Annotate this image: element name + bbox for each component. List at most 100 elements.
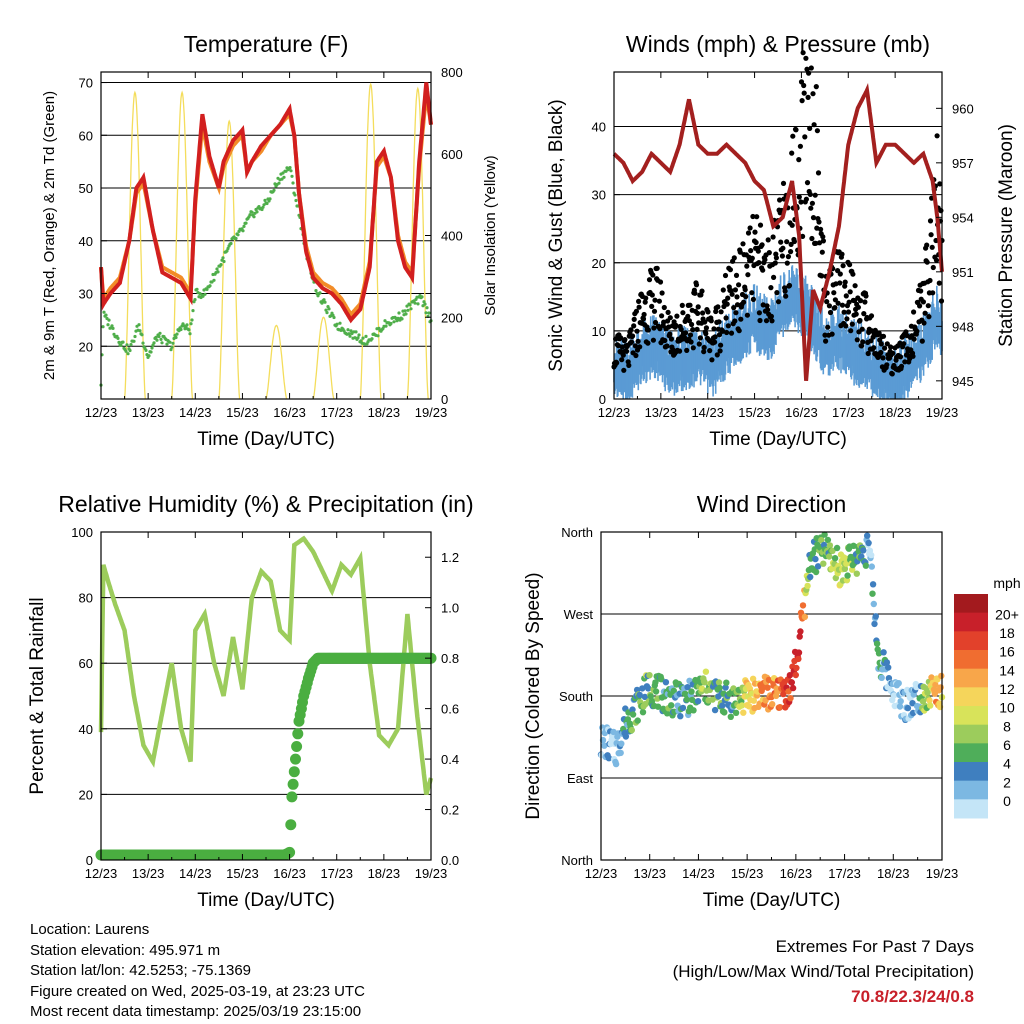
direction-point <box>820 560 827 567</box>
gust-point <box>679 302 685 308</box>
direction-point <box>658 676 665 683</box>
x-tick-label: 19/23 <box>415 866 448 881</box>
td-point <box>389 321 393 326</box>
y-tick-label: 100 <box>71 525 93 540</box>
most-recent-data: Most recent data timestamp: 2025/03/19 2… <box>30 1003 362 1020</box>
gust-point <box>839 302 846 308</box>
direction-point <box>824 536 832 544</box>
x-tick-label: 12/23 <box>85 405 118 420</box>
td-point <box>159 337 163 341</box>
td-point <box>185 323 189 327</box>
x-tick-label: 18/23 <box>879 405 912 420</box>
gust-point <box>614 360 620 366</box>
gust-point <box>744 312 751 318</box>
extremes-subtitle: (High/Low/Max Wind/Total Precipitation) <box>672 962 974 981</box>
td-point <box>324 308 328 312</box>
gust-point <box>765 237 771 243</box>
colorbar-label: 4 <box>1003 756 1011 772</box>
direction-point <box>853 570 860 577</box>
direction-point <box>858 553 865 560</box>
td-point <box>265 201 269 206</box>
td-point <box>137 323 141 327</box>
gust-point <box>641 311 647 318</box>
td-point <box>157 334 161 339</box>
colorbar-label: 8 <box>1003 718 1011 734</box>
gust-point <box>707 348 713 354</box>
gust-point <box>847 289 853 295</box>
td-point <box>152 341 156 345</box>
td-point <box>125 343 129 347</box>
td-point <box>413 301 417 305</box>
gust-point <box>799 98 805 104</box>
colorbar-swatch <box>954 650 988 670</box>
gust-point <box>765 307 771 313</box>
td-point <box>128 348 132 353</box>
direction-point <box>872 613 879 620</box>
direction-point <box>868 563 875 570</box>
td-point <box>277 181 281 185</box>
gust-point <box>920 299 927 305</box>
y-tick-label: North <box>561 525 593 540</box>
gust-point <box>631 323 637 329</box>
td-point <box>361 336 365 340</box>
x-tick-label: 17/23 <box>320 866 353 881</box>
y2-tick-label: 951 <box>952 265 974 280</box>
gust-point <box>930 264 936 271</box>
td-point <box>119 343 123 347</box>
gust-point <box>652 319 659 326</box>
direction-point <box>677 713 684 720</box>
gust-point <box>827 309 834 316</box>
direction-point <box>617 749 624 757</box>
colorbar-swatch <box>954 631 988 651</box>
gust-point <box>702 319 708 325</box>
td-point <box>110 324 114 328</box>
gust-point <box>837 271 843 277</box>
x-tick-label: 15/23 <box>731 866 764 881</box>
td-point <box>400 317 404 321</box>
gust-point <box>693 282 700 288</box>
gust-point <box>657 279 664 285</box>
gust-point <box>736 328 742 334</box>
direction-point <box>612 760 620 768</box>
station-latlon: Station lat/lon: 42.5253; -75.1369 <box>30 962 252 979</box>
x-tick-label: 14/23 <box>179 405 212 420</box>
x-tick-label: 17/23 <box>828 866 861 881</box>
direction-point <box>796 633 803 640</box>
gust-point <box>628 339 635 345</box>
gust-point <box>816 219 822 225</box>
colorbar-label: 6 <box>1003 737 1011 753</box>
x-axis-label: Time (Day/UTC) <box>197 429 335 450</box>
gust-point <box>757 222 764 228</box>
gust-point <box>938 208 944 214</box>
gust-point <box>878 341 884 347</box>
x-axis-label: Time (Day/UTC) <box>703 890 841 911</box>
td-point <box>291 181 295 185</box>
td-point <box>155 338 159 342</box>
direction-point <box>648 697 656 705</box>
gust-point <box>760 267 766 273</box>
gust-point <box>699 288 705 294</box>
direction-point <box>759 685 766 692</box>
td-point <box>106 323 110 327</box>
gust-point <box>620 352 626 358</box>
gust-point <box>784 260 790 266</box>
gust-point <box>863 293 869 299</box>
gust-point <box>619 357 625 363</box>
series-gust <box>611 50 945 377</box>
gust-point <box>744 263 750 269</box>
direction-point <box>629 706 636 713</box>
gust-point <box>745 272 751 278</box>
solar-insolation-peak <box>123 90 146 400</box>
x-tick-label: 18/23 <box>368 866 401 881</box>
colorbar-swatch <box>954 724 988 744</box>
colorbar-label: 0 <box>1003 793 1011 809</box>
gust-point <box>921 320 927 326</box>
series-relative-humidity <box>98 535 434 796</box>
gust-point <box>835 300 841 306</box>
x-tick-label: 13/23 <box>633 866 666 881</box>
direction-point <box>812 568 820 576</box>
gust-point <box>651 308 658 314</box>
gust-point <box>729 291 735 297</box>
direction-point <box>869 581 877 588</box>
gust-point <box>681 334 688 340</box>
